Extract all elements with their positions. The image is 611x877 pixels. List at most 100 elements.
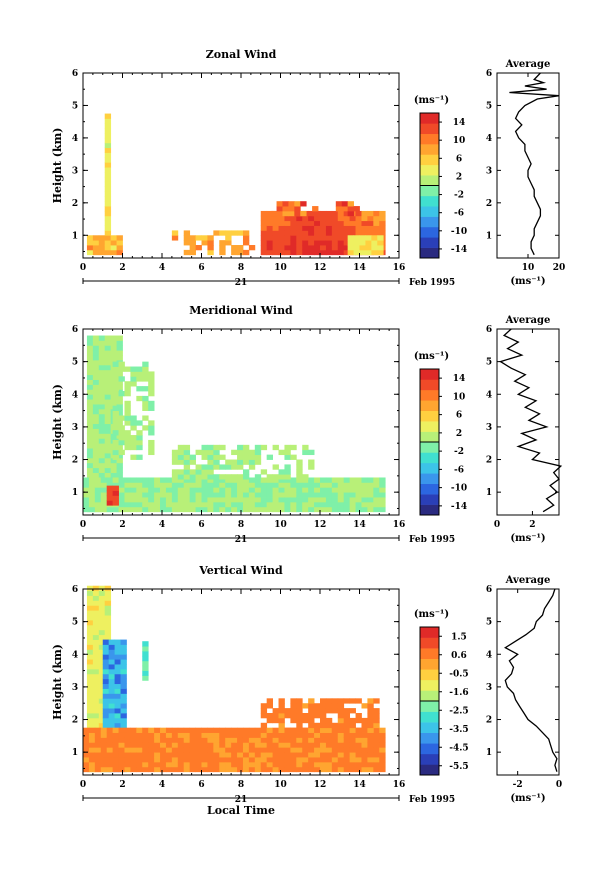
heatmap-cell	[110, 399, 117, 405]
heatmap-cell	[373, 747, 380, 753]
heatmap-cell	[254, 492, 262, 498]
heatmap-cell	[314, 737, 321, 743]
heatmap-cell	[120, 703, 127, 709]
heatmap-cell	[308, 477, 315, 483]
colorbar-tick-label: 10	[453, 392, 466, 402]
x-tick-label: 2	[119, 520, 125, 530]
heatmap-cell	[110, 369, 117, 376]
heatmap-cell	[284, 474, 291, 480]
heatmap-cell	[225, 235, 232, 241]
heatmap-cell	[98, 624, 106, 631]
heatmap-cell	[98, 595, 106, 601]
heatmap-cell	[201, 454, 208, 460]
heatmap-cell	[355, 766, 362, 773]
heatmap-cell	[260, 737, 268, 743]
heatmap-cell	[325, 727, 333, 733]
heatmap-cell	[231, 492, 238, 498]
heatmap-cell	[248, 761, 256, 768]
heatmap-cell	[92, 717, 100, 724]
heatmap-cell	[98, 423, 106, 429]
heatmap-cell	[260, 477, 268, 483]
heatmap-cell	[302, 215, 309, 222]
heatmap-cell	[272, 492, 279, 498]
heatmap-cell	[92, 644, 100, 650]
heatmap-cell	[92, 369, 100, 376]
heatmap-cell	[349, 497, 356, 503]
heatmap-cell	[110, 467, 117, 473]
heatmap-cell	[136, 747, 143, 753]
heatmap-cell	[254, 506, 262, 513]
heatmap-cell	[86, 649, 94, 655]
heatmap-cell	[225, 482, 232, 488]
heatmap-cell	[154, 732, 161, 738]
heatmap-cell	[124, 737, 131, 743]
heatmap-cell	[154, 497, 161, 503]
heatmap-cell	[130, 757, 137, 763]
heatmap-cell	[183, 737, 191, 743]
heatmap-cell	[98, 249, 106, 256]
heatmap-cell	[104, 610, 112, 616]
heatmap-cell	[86, 708, 94, 714]
heatmap-cell	[118, 737, 125, 743]
heatmap-cell	[367, 717, 374, 724]
heatmap-cell	[320, 761, 327, 768]
heatmap-cell	[325, 722, 333, 729]
heatmap-cell	[213, 230, 220, 236]
heatmap-cell	[373, 230, 380, 236]
heatmap-cell	[86, 713, 94, 719]
heatmap-cell	[347, 235, 354, 241]
heatmap-cell	[120, 698, 127, 704]
heatmap-cell	[88, 477, 96, 483]
heatmap-cell	[355, 497, 362, 503]
heatmap-cell	[365, 235, 372, 241]
heatmap-cell	[201, 732, 208, 738]
heatmap-cell	[92, 443, 100, 449]
heatmap-cell	[308, 698, 315, 704]
heatmap-cell	[104, 590, 112, 596]
heatmap-cell	[254, 757, 262, 763]
heatmap-cell	[213, 501, 220, 508]
heatmap-cell	[201, 761, 208, 768]
colorbar-segment	[420, 400, 439, 412]
heatmap-cell	[379, 225, 386, 231]
heatmap-cell	[154, 752, 161, 758]
heatmap-cell	[83, 727, 90, 733]
heatmap-cell	[207, 742, 214, 748]
heatmap-cell	[379, 482, 386, 488]
y-axis-label: Height (km)	[51, 128, 64, 204]
heatmap-cell	[83, 757, 90, 763]
heatmap-cell	[98, 340, 106, 346]
heatmap-cell	[110, 433, 117, 439]
heatmap-cell	[225, 240, 232, 246]
heatmap-cell	[112, 500, 119, 506]
heatmap-cell	[104, 167, 112, 173]
heatmap-cell	[102, 698, 110, 704]
heatmap-cell	[148, 477, 155, 483]
heatmap-cell	[207, 469, 214, 475]
heatmap-cell	[124, 501, 131, 508]
heatmap-cell	[242, 477, 250, 483]
heatmap-cell	[254, 761, 262, 768]
heatmap-cell	[183, 474, 191, 480]
heatmap-cell	[86, 620, 94, 626]
heatmap-cell	[177, 732, 185, 738]
average-y-tick-label: 6	[486, 325, 492, 335]
heatmap-cell	[160, 727, 167, 733]
heatmap-cell	[130, 376, 137, 382]
heatmap-cell	[86, 453, 94, 459]
heatmap-cell	[86, 467, 94, 473]
heatmap-cell	[207, 449, 214, 456]
heatmap-cell	[361, 220, 368, 226]
heatmap-cell	[284, 230, 291, 236]
heatmap-cell	[207, 482, 214, 488]
heatmap-cell	[296, 240, 303, 246]
heatmap-cell	[130, 454, 137, 460]
heatmap-cell	[361, 717, 368, 724]
heatmap-cell	[83, 732, 90, 738]
heatmap-cell	[83, 492, 90, 498]
heatmap-cells	[83, 585, 386, 773]
heatmap-cell	[231, 482, 238, 488]
heatmap-cell	[130, 747, 137, 753]
colorbar-tick-label: -6	[454, 209, 464, 219]
heatmap-cell	[270, 210, 277, 217]
